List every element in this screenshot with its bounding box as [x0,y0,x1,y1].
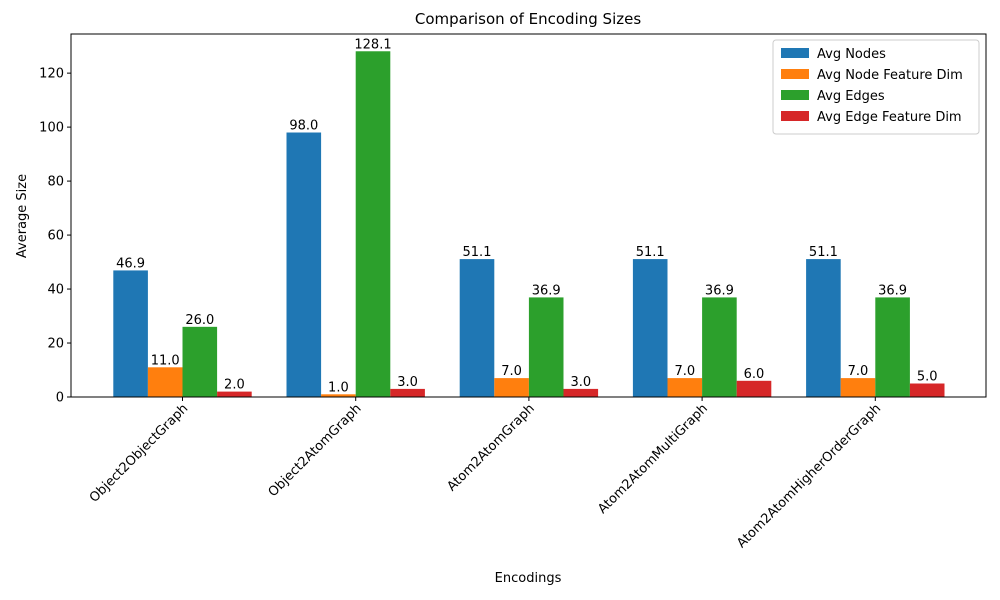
bar-value-label: 36.9 [705,283,734,298]
y-tick-label: 20 [47,337,64,352]
bar-value-label: 51.1 [463,245,492,260]
legend-label: Avg Edges [817,89,885,104]
bar-avg-node-feature-dim-atom2atomhigherordergraph [840,378,876,397]
legend-swatch [781,48,809,58]
legend-label: Avg Node Feature Dim [817,68,963,83]
bar-avg-edges-atom2atomhigherordergraph [875,297,910,397]
bar-avg-nodes-atom2atomgraph [459,259,495,397]
bar-value-label: 3.0 [570,375,591,390]
bar-avg-nodes-atom2atomhigherordergraph [806,259,841,397]
y-axis-label: Average Size [15,174,30,258]
y-tick-label: 80 [47,175,64,190]
legend-box [772,39,980,135]
legend-label: Avg Edge Feature Dim [817,110,962,125]
bar-avg-edges-atom2atomgraph [528,297,564,397]
y-tick-label: 120 [39,67,64,82]
bar-value-label: 36.9 [878,283,907,298]
bar-avg-edges-object2atomgraph [355,51,391,398]
bar-value-label: 6.0 [744,367,765,382]
bar-value-label: 11.0 [151,353,180,368]
bar-avg-node-feature-dim-object2objectgraph [147,367,183,397]
bar-avg-edge-feature-dim-atom2atommultigraph [736,380,772,397]
bar-value-label: 46.9 [116,256,145,271]
bar-avg-nodes-object2objectgraph [113,270,148,397]
bar-value-label: 36.9 [532,283,561,298]
x-tick-label: Object2ObjectGraph [87,401,192,506]
bar-avg-node-feature-dim-object2atomgraph [321,394,356,397]
bar-avg-nodes-object2atomgraph [286,132,322,397]
bar-avg-node-feature-dim-atom2atommultigraph [667,378,703,397]
legend: Avg Nodes Avg Node Feature Dim Avg Edges Av… [772,39,980,135]
bar-value-label: 1.0 [328,380,349,395]
bar-value-label: 51.1 [809,245,838,260]
bar-avg-node-feature-dim-atom2atomgraph [494,378,529,397]
bar-avg-edge-feature-dim-object2atomgraph [390,388,425,397]
bar-avg-edges-object2objectgraph [182,326,218,397]
bar-value-label: 7.0 [848,364,869,379]
y-tick-label: 0 [56,391,64,406]
chart-title: Comparison of Encoding Sizes [415,10,641,28]
bar-avg-edges-atom2atommultigraph [702,297,737,397]
y-tick-label: 100 [39,121,64,136]
legend-swatch [781,90,809,100]
bar-avg-edge-feature-dim-object2objectgraph [217,391,252,397]
bar-value-label: 98.0 [289,119,318,134]
bar-avg-edge-feature-dim-atom2atomgraph [563,388,599,397]
bar-value-label: 3.0 [397,375,418,390]
x-axis-label: Encodings [495,571,562,586]
x-tick-label: Atom2AtomGraph [444,401,537,494]
bar-value-label: 128.1 [354,37,391,52]
bar-value-label: 5.0 [917,370,938,385]
y-tick-label: 60 [47,229,64,244]
y-tick-label: 40 [47,283,64,298]
legend-label: Avg Nodes [817,47,886,62]
legend-swatch [781,111,809,121]
bar-value-label: 51.1 [636,245,665,260]
x-tick-label: Atom2AtomHigherOrderGraph [734,401,884,551]
bar-value-label: 7.0 [674,364,695,379]
bar-avg-edge-feature-dim-atom2atomhigherordergraph [909,383,945,397]
x-tick-label: Atom2AtomMultiGraph [595,401,711,517]
plot-area: 46.9 11.0 26.0 2.0 98.0 1.0 128.1 3.0 51.1 7.0 36.… [113,37,945,398]
x-tick-label: Object2AtomGraph [266,401,365,500]
legend-swatch [781,69,809,79]
bar-value-label: 7.0 [501,364,522,379]
bar-value-label: 26.0 [185,313,214,328]
bar-value-label: 2.0 [224,378,245,393]
bar-avg-nodes-atom2atommultigraph [632,259,668,397]
